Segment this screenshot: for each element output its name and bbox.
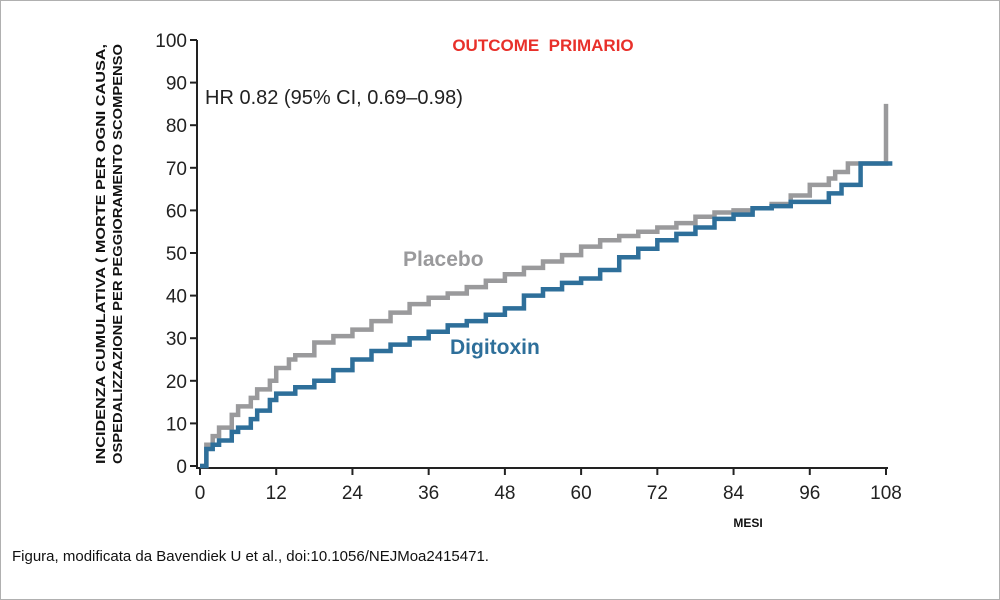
y-tick-label: 50 [166,244,187,265]
y-tick-label: 80 [166,116,187,137]
series-line-placebo [200,103,889,469]
x-axis-label: MESI [733,516,762,530]
y-tick-label: 10 [166,414,187,435]
x-tick-label: 96 [799,483,820,504]
x-tick-label: 72 [647,483,668,504]
y-tick-label: 60 [166,201,187,222]
x-tick-label: 36 [418,483,439,504]
chart-title: OUTCOME PRIMARIO [452,36,633,55]
y-tick-label: 70 [166,159,187,180]
y-tick-label: 90 [166,74,187,95]
legend-label-placebo: Placebo [403,248,484,271]
x-tick-label: 12 [266,483,287,504]
y-tick-label: 40 [166,287,187,308]
x-tick-label: 0 [195,483,206,504]
x-tick-label: 60 [571,483,592,504]
x-tick-label: 48 [494,483,515,504]
y-tick-label: 20 [166,372,187,393]
x-tick-label: 108 [870,483,902,504]
y-tick-label: 100 [155,31,187,52]
x-tick-label: 24 [342,483,364,504]
figure-caption: Figura, modificata da Bavendiek U et al.… [12,548,489,565]
y-axis-label-line-1: INCIDENZA CUMULATIVA ( MORTE PER OGNI CA… [94,44,108,464]
x-tick-label: 84 [723,483,745,504]
y-tick-label: 30 [166,329,187,350]
y-tick-label: 0 [176,457,187,478]
y-axis-label-line-2: OSPEDALIZZAZIONE PER PEGGIORAMENTO SCOMP… [111,44,125,464]
series-line-digitoxin [200,161,893,469]
hazard-ratio-annotation: HR 0.82 (95% CI, 0.69–0.98) [205,87,463,109]
legend-label-digitoxin: Digitoxin [450,336,540,359]
